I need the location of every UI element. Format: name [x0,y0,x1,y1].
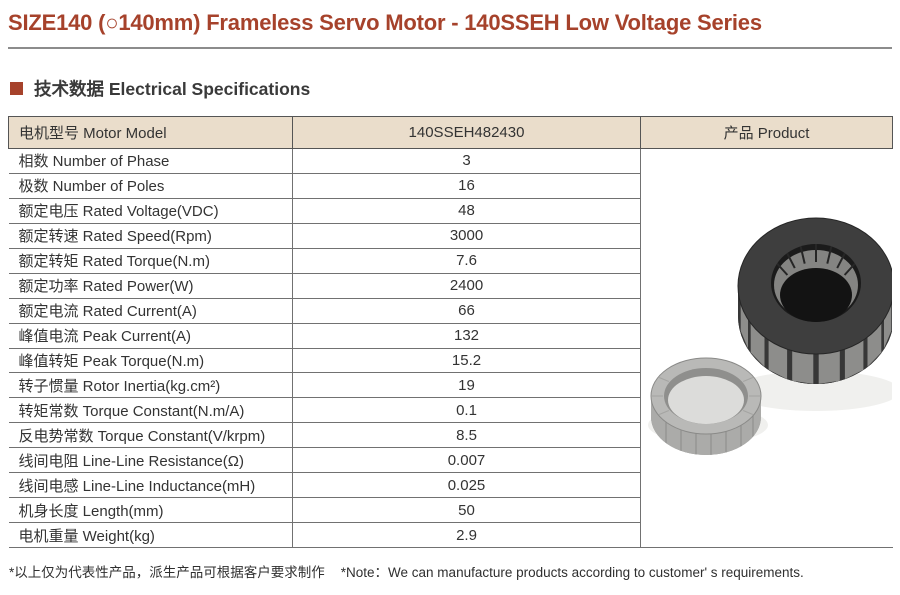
stator-inner-magnets [774,244,858,322]
rotor-face-marks [652,377,760,415]
spec-value: 16 [292,173,641,199]
table-row: 额定电流 Rated Current(A) 66 [8,298,893,324]
spec-label: 额定转矩 Rated Torque(N.m) [8,248,293,274]
spec-value: 0.007 [292,447,641,474]
table-row: 额定电压 Rated Voltage(VDC) 48 [8,198,893,224]
spec-value: 3000 [292,223,641,249]
spec-value: 2400 [292,273,641,299]
table-row: 峰值电流 Peak Current(A) 132 [8,323,893,349]
spec-table: 电机型号 Motor Model 140SSEH482430 产品 Produc… [8,116,893,548]
table-row: 转矩常数 Torque Constant(N.m/A) 0.1 [8,397,893,424]
spec-value: 19 [292,372,641,399]
spec-value: 15.2 [292,348,641,374]
table-row: 反电势常数 Torque Constant(V/krpm) 8.5 [8,422,893,449]
spec-label: 反电势常数 Torque Constant(V/krpm) [8,422,293,449]
spec-value: 8.5 [292,422,641,449]
section-header: 技术数据 Electrical Specifications [10,76,892,101]
table-row: 额定转速 Rated Speed(Rpm) 3000 [8,223,893,249]
spec-label: 峰值转矩 Peak Torque(N.m) [8,348,293,374]
table-row: 转子惯量 Rotor Inertia(kg.cm²) 19 [8,372,893,399]
spec-value: 132 [292,323,641,349]
spec-label: 转子惯量 Rotor Inertia(kg.cm²) [8,372,293,399]
header-model-number: 140SSEH482430 [292,116,641,149]
table-row: 额定功率 Rated Power(W) 2400 [8,273,893,299]
stator-ring [732,217,892,411]
table-row: 极数 Number of Poles 16 [8,173,893,199]
spec-value: 50 [292,497,641,524]
spec-label: 峰值电流 Peak Current(A) [8,323,293,349]
product-image-cell [640,148,893,548]
page-title: SIZE140 (○140mm) Frameless Servo Motor -… [8,10,762,35]
table-row: 电机重量 Weight(kg) 2.9 [8,522,893,548]
spec-label: 电机重量 Weight(kg) [8,522,293,548]
spec-label: 额定功率 Rated Power(W) [8,273,293,299]
spec-value: 2.9 [292,522,641,548]
footnote-en: *Note：We can manufacture products accord… [340,565,804,580]
spec-value: 66 [292,298,641,324]
rotor-ring [648,357,768,455]
table-row: 相数 Number of Phase 3 [8,148,893,548]
table-row: 机身长度 Length(mm) 50 [8,497,893,524]
spec-label: 极数 Number of Poles [8,173,293,199]
title-divider [8,47,892,49]
header-product: 产品 Product [640,116,893,149]
spec-label: 线间电感 Line-Line Inductance(mH) [8,472,293,499]
spec-label: 机身长度 Length(mm) [8,497,293,524]
header-motor-model: 电机型号 Motor Model [8,116,293,149]
spec-value: 7.6 [292,248,641,274]
datasheet-page: SIZE140 (○140mm) Frameless Servo Motor -… [8,10,893,581]
table-row: 额定转矩 Rated Torque(N.m) 7.6 [8,248,893,274]
table-row: 线间电感 Line-Line Inductance(mH) 0.025 [8,472,893,499]
spec-label: 转矩常数 Torque Constant(N.m/A) [8,397,293,424]
spec-label: 相数 Number of Phase [8,148,293,174]
section-bullet-icon [10,82,23,95]
spec-label: 额定转速 Rated Speed(Rpm) [8,223,293,249]
product-photo [648,217,892,455]
spec-label: 额定电流 Rated Current(A) [8,298,293,324]
spec-value: 3 [292,148,641,174]
table-row: 峰值转矩 Peak Torque(N.m) 15.2 [8,348,893,374]
spec-value: 0.025 [292,472,641,499]
spec-value: 0.1 [292,397,641,424]
spec-label: 线间电阻 Line-Line Resistance(Ω) [8,447,293,474]
table-row: 线间电阻 Line-Line Resistance(Ω) 0.007 [8,447,893,474]
spec-label: 额定电压 Rated Voltage(VDC) [8,198,293,224]
table-header-row: 电机型号 Motor Model 140SSEH482430 产品 Produc… [8,116,893,149]
footnote: *以上仅为代表性产品，派生产品可根据客户要求制作 *Note：We can man… [8,561,892,581]
section-title: 技术数据 Electrical Specifications [34,79,311,99]
spec-value: 48 [292,198,641,224]
footnote-cn: *以上仅为代表性产品，派生产品可根据客户要求制作 [9,565,325,580]
